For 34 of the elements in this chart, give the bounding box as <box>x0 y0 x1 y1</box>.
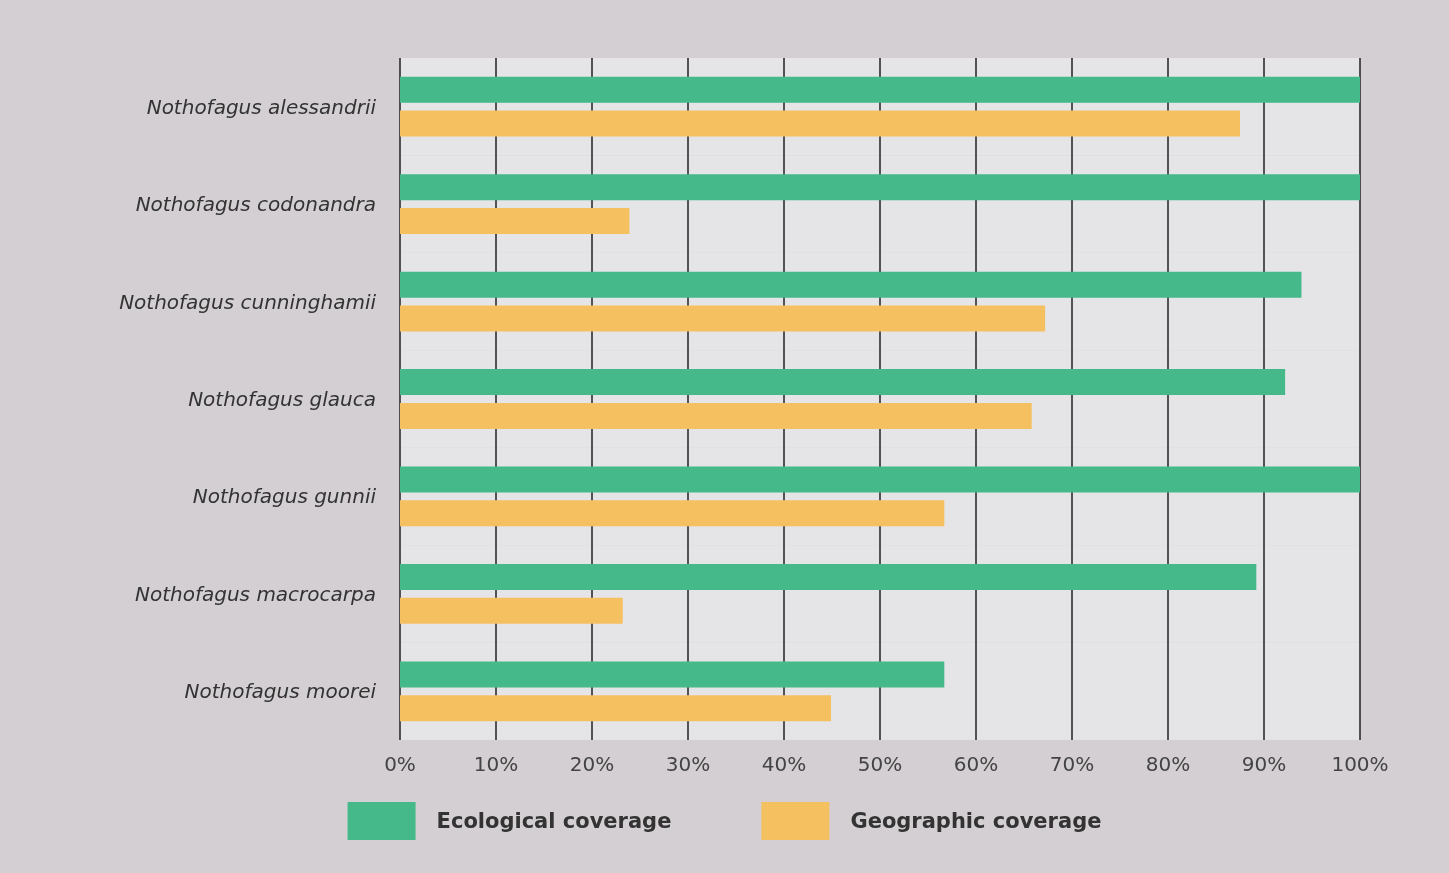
bar <box>400 695 832 722</box>
bar <box>400 500 945 527</box>
bar <box>400 369 1286 396</box>
legend-label: Geographic coverage <box>850 809 1102 833</box>
bar <box>400 661 945 688</box>
y-tick-label: Nothofagus gunnii <box>192 484 377 509</box>
y-tick-label: Nothofagus macrocarpa <box>134 581 376 606</box>
x-tick-label: 30% <box>665 752 711 776</box>
x-tick-label: 10% <box>473 752 519 776</box>
x-tick-label: 50% <box>857 752 903 776</box>
x-tick-label: 20% <box>569 752 615 776</box>
x-tick-label: 0% <box>384 752 416 776</box>
y-tick-label: Nothofagus alessandrii <box>146 94 377 119</box>
y-tick-label: Nothofagus moorei <box>184 679 377 704</box>
legend-label: Ecological coverage <box>436 809 672 833</box>
bar <box>400 174 1360 201</box>
bar <box>400 208 630 235</box>
x-tick-label: 90% <box>1241 752 1287 776</box>
bar <box>400 110 1240 137</box>
bar <box>400 466 1360 493</box>
bar <box>400 563 1257 590</box>
y-tick-label: Nothofagus cunninghamii <box>119 289 377 314</box>
x-tick-label: 60% <box>953 752 999 776</box>
bar <box>400 76 1360 103</box>
x-tick-label: 40% <box>761 752 807 776</box>
y-tick-label: Nothofagus glauca <box>188 387 376 411</box>
x-tick-label: 80% <box>1145 752 1191 776</box>
bar <box>400 402 1032 429</box>
bar <box>400 271 1302 298</box>
bar <box>400 597 623 624</box>
y-tick-label: Nothofagus codonandra <box>135 192 376 217</box>
x-tick-label: 70% <box>1049 752 1095 776</box>
x-tick-label: 100% <box>1331 752 1389 776</box>
bar <box>400 305 1046 332</box>
